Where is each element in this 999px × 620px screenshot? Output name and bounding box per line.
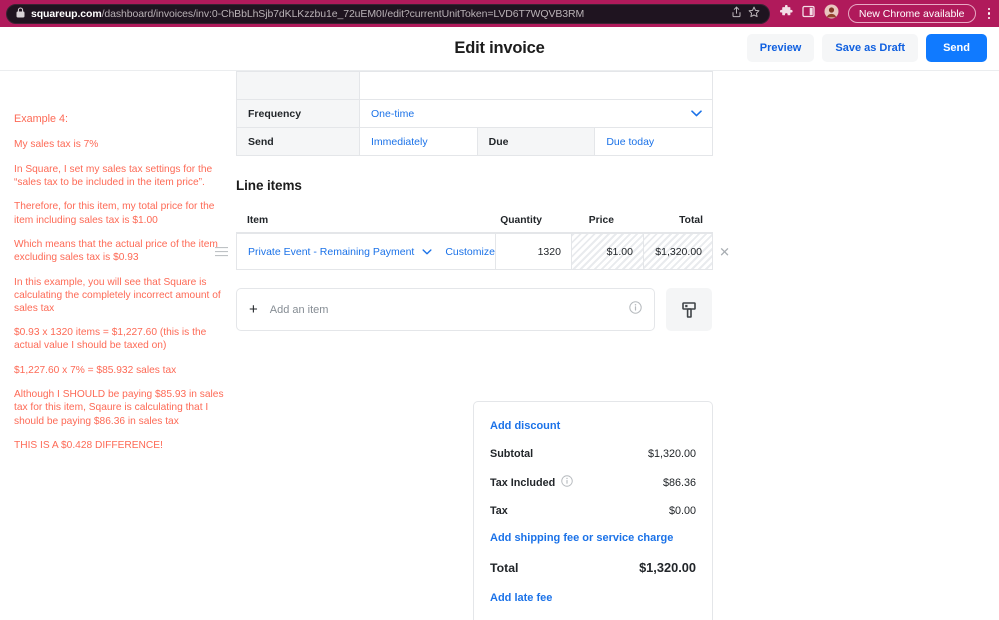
content-area: Example 4: My sales tax is 7% In Square,… xyxy=(0,71,999,620)
frequency-label: Frequency xyxy=(236,99,360,128)
customize-link[interactable]: Customize xyxy=(445,245,495,258)
add-discount-link[interactable]: Add discount xyxy=(490,420,561,432)
header-actions: Preview Save as Draft Send xyxy=(746,34,987,62)
share-icon[interactable] xyxy=(731,5,742,23)
page-title: Edit invoice xyxy=(454,39,545,57)
tax-included-text: Tax Included xyxy=(490,476,556,489)
line-items-header: Item Quantity Price Total xyxy=(236,205,713,233)
line-item-quantity[interactable]: 1320 xyxy=(496,234,572,269)
invoice-form: Frequency One-time Send Immediately Due … xyxy=(215,71,730,331)
add-item-row: + Add an item xyxy=(236,288,713,331)
plus-icon: + xyxy=(249,301,258,318)
chrome-actions: New Chrome available xyxy=(770,4,993,24)
summary-row-subtotal: Subtotal $1,320.00 xyxy=(490,448,696,460)
address-bar[interactable]: squareup.com/dashboard/invoices/inv:0-Ch… xyxy=(6,3,770,24)
summary-row-tax-included: Tax Included $86.36 xyxy=(490,475,696,490)
preview-button[interactable]: Preview xyxy=(746,34,815,62)
url-path: /dashboard/invoices/inv:0-ChBbLhSjb7dKLK… xyxy=(101,7,585,20)
add-item-input[interactable]: + Add an item xyxy=(236,288,655,331)
chevron-down-icon xyxy=(691,108,702,120)
add-shipping-fee-link[interactable]: Add shipping fee or service charge xyxy=(490,532,674,544)
annotation-line: Example 4: xyxy=(14,113,69,125)
annotation-line: My sales tax is 7% xyxy=(14,139,99,151)
total-label: Total xyxy=(490,560,519,575)
side-panel-icon[interactable] xyxy=(802,5,815,23)
send-value[interactable]: Immediately xyxy=(359,127,478,156)
annotation-line: THIS IS A $0.428 DIFFERENCE! xyxy=(14,440,163,452)
url-text: squareup.com/dashboard/invoices/inv:0-Ch… xyxy=(31,8,725,20)
tax-label: Tax xyxy=(490,505,508,517)
table-row: Send Immediately Due Due today xyxy=(236,127,713,156)
browser-toolbar: squareup.com/dashboard/invoices/inv:0-Ch… xyxy=(0,0,999,27)
partial-label-cell xyxy=(236,71,360,100)
annotation-line: $1,227.60 x 7% = $85.932 sales tax xyxy=(14,364,177,376)
send-button[interactable]: Send xyxy=(926,34,987,62)
save-as-draft-button[interactable]: Save as Draft xyxy=(822,34,919,62)
annotation-overlay: Example 4: My sales tax is 7% In Square,… xyxy=(14,113,229,464)
url-domain: squareup.com xyxy=(31,7,102,20)
due-value[interactable]: Due today xyxy=(594,127,713,156)
invoice-summary-card: Add discount Subtotal $1,320.00 Tax Incl… xyxy=(473,401,713,620)
add-item-placeholder: Add an item xyxy=(269,303,329,316)
column-header-price: Price xyxy=(588,215,614,226)
line-item-price: $1.00 xyxy=(571,234,644,269)
line-item-name: Private Event - Remaining Payment xyxy=(248,245,415,258)
info-icon[interactable] xyxy=(629,300,642,319)
column-header-total: Total xyxy=(679,215,703,226)
tax-included-label: Tax Included xyxy=(490,475,573,490)
table-row: Private Event - Remaining Payment Custom… xyxy=(215,233,730,270)
chevron-down-icon[interactable] xyxy=(422,246,432,258)
schedule-table: Frequency One-time Send Immediately Due … xyxy=(236,71,713,156)
frequency-select[interactable]: One-time xyxy=(359,99,713,128)
close-icon[interactable]: ✕ xyxy=(719,244,730,259)
column-header-quantity: Quantity xyxy=(500,215,542,226)
line-item-total: $1,320.00 xyxy=(643,234,712,269)
drag-handle-icon[interactable] xyxy=(215,246,228,257)
subtotal-value: $1,320.00 xyxy=(647,448,696,460)
table-row: Frequency One-time xyxy=(236,99,713,128)
tax-value: $0.00 xyxy=(668,505,696,517)
line-item-name-cell[interactable]: Private Event - Remaining Payment Custom… xyxy=(237,234,496,269)
profile-avatar-icon[interactable] xyxy=(824,4,839,24)
frequency-value: One-time xyxy=(371,107,415,120)
annotation-line: $0.93 x 1320 items = $1,227.60 (this is … xyxy=(14,327,207,352)
new-chrome-available-button[interactable]: New Chrome available xyxy=(847,4,976,23)
summary-row-total: Total $1,320.00 xyxy=(490,560,696,575)
line-item-row: Private Event - Remaining Payment Custom… xyxy=(236,233,713,270)
subtotal-label: Subtotal xyxy=(490,448,534,460)
app-header: Edit invoice Preview Save as Draft Send xyxy=(0,27,999,71)
table-row-partial xyxy=(236,71,713,100)
app-page: Edit invoice Preview Save as Draft Send … xyxy=(0,27,999,620)
line-items-title: Line items xyxy=(236,178,302,193)
category-icon[interactable] xyxy=(666,288,712,331)
partial-value-cell xyxy=(359,71,713,100)
annotation-line: In this example, you will see that Squar… xyxy=(14,276,221,314)
star-icon[interactable] xyxy=(748,5,760,23)
annotation-line: In Square, I set my sales tax settings f… xyxy=(14,163,213,188)
add-late-fee-link[interactable]: Add late fee xyxy=(490,592,553,604)
tax-included-value: $86.36 xyxy=(662,476,696,489)
annotation-line: Therefore, for this item, my total price… xyxy=(14,201,215,226)
column-header-item: Item xyxy=(247,215,269,226)
annotation-line: Although I SHOULD be paying $85.93 in sa… xyxy=(14,389,224,427)
send-label: Send xyxy=(236,127,360,156)
kebab-menu-icon[interactable] xyxy=(985,7,994,20)
total-value: $1,320.00 xyxy=(639,560,696,575)
due-label: Due xyxy=(476,127,596,156)
puzzle-icon[interactable] xyxy=(779,4,793,23)
lock-icon xyxy=(16,5,25,23)
info-icon[interactable] xyxy=(561,475,573,490)
summary-row-tax: Tax $0.00 xyxy=(490,505,696,517)
annotation-line: Which means that the actual price of the… xyxy=(14,239,218,264)
